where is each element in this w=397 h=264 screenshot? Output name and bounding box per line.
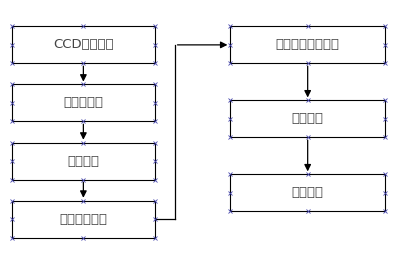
Bar (12, 201, 155, 238)
Bar (12, 26, 155, 63)
Bar (12, 143, 155, 180)
Text: 轮廓信息提取: 轮廓信息提取 (60, 213, 107, 226)
Bar (230, 26, 385, 63)
Text: 曲线拟合: 曲线拟合 (292, 112, 324, 125)
Bar (230, 100, 385, 137)
Text: 测量结果: 测量结果 (292, 186, 324, 199)
Text: 边缘检测: 边缘检测 (67, 154, 99, 168)
Text: CCD图像采集: CCD图像采集 (53, 38, 114, 51)
Text: 图像预处理: 图像预处理 (64, 96, 103, 110)
Bar (230, 174, 385, 211)
Text: 特征点检测和识别: 特征点检测和识别 (276, 38, 340, 51)
Bar (12, 84, 155, 121)
